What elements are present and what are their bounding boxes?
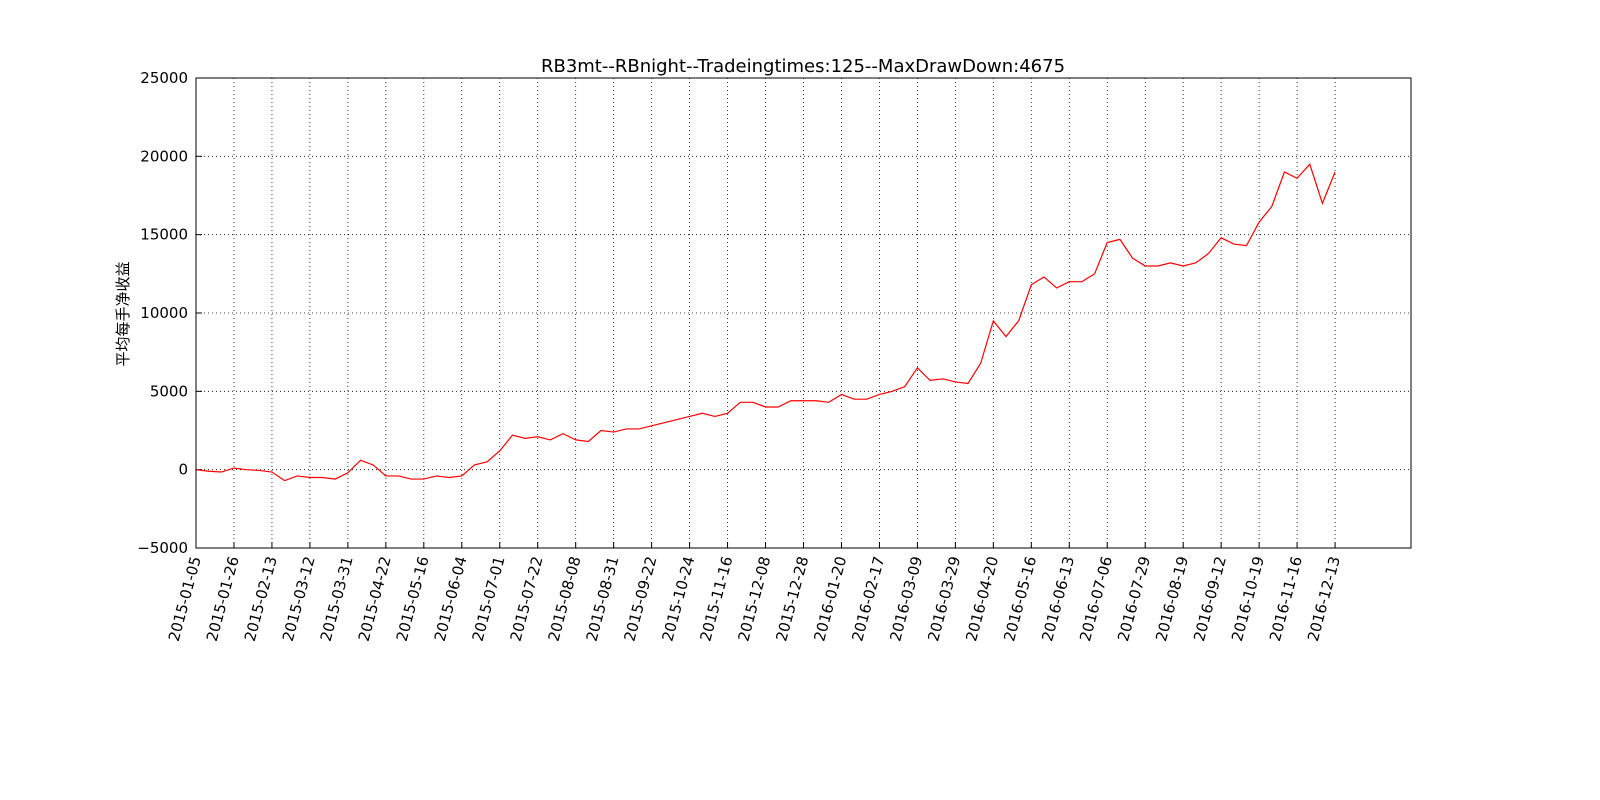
x-tick-label: 2016-03-29 bbox=[924, 554, 964, 643]
x-tick-label: 2015-02-13 bbox=[241, 554, 281, 643]
plot-frame bbox=[195, 77, 1412, 549]
y-axis-label: 平均每手净收益 bbox=[114, 261, 132, 366]
x-tick-label: 2015-07-22 bbox=[507, 554, 547, 643]
x-tick-label: 2015-12-28 bbox=[772, 554, 812, 643]
x-tick-label: 2015-01-26 bbox=[203, 554, 243, 643]
y-tick-label: 15000 bbox=[140, 226, 188, 244]
y-tick-label: −5000 bbox=[137, 539, 188, 557]
x-tick-label: 2016-09-12 bbox=[1190, 554, 1230, 643]
x-tick-label: 2015-11-16 bbox=[696, 554, 736, 643]
x-tick-label: 2015-10-24 bbox=[659, 554, 699, 643]
x-tick-label: 2015-04-22 bbox=[355, 554, 395, 643]
chart-title: RB3mt--RBnight--Tradeingtimes:125--MaxDr… bbox=[541, 56, 1065, 77]
x-tick-label: 2015-03-12 bbox=[279, 554, 319, 643]
line-series bbox=[195, 162, 1336, 482]
x-tick-label: 2015-08-08 bbox=[545, 554, 585, 643]
x-tick-label: 2016-07-29 bbox=[1114, 554, 1154, 643]
y-tick-label: 25000 bbox=[140, 69, 188, 87]
y-tick-label: 0 bbox=[178, 461, 188, 479]
y-tick-label: 10000 bbox=[140, 304, 188, 322]
x-tick-label: 2016-02-17 bbox=[848, 554, 888, 643]
x-tick-label: 2015-09-22 bbox=[621, 554, 661, 643]
x-tick-label: 2016-04-20 bbox=[962, 554, 1002, 643]
x-tick-label: 2015-07-01 bbox=[469, 554, 509, 643]
x-tick-label: 2015-06-04 bbox=[431, 554, 471, 643]
y-tick-label: 20000 bbox=[140, 147, 188, 165]
x-tick-label: 2016-06-13 bbox=[1038, 554, 1078, 643]
x-tick-label: 2016-11-16 bbox=[1266, 554, 1306, 643]
x-tick-label: 2016-12-13 bbox=[1304, 554, 1344, 643]
x-tick-label: 2016-03-09 bbox=[886, 554, 926, 643]
x-tick-label: 2015-12-08 bbox=[734, 554, 774, 643]
x-tick-label: 2016-05-16 bbox=[1000, 554, 1040, 643]
x-tick-label: 2015-03-31 bbox=[317, 554, 357, 643]
x-tick-label: 2016-08-19 bbox=[1152, 554, 1192, 643]
x-tick-label: 2015-05-16 bbox=[393, 554, 433, 643]
x-tick-label: 2015-08-31 bbox=[583, 554, 623, 643]
x-tick-label: 2016-10-19 bbox=[1228, 554, 1268, 643]
x-tick-label: 2015-01-05 bbox=[165, 554, 205, 643]
x-tick-label: 2016-07-06 bbox=[1076, 554, 1116, 643]
x-tick-label: 2016-01-20 bbox=[810, 554, 850, 643]
y-tick-label: 5000 bbox=[150, 382, 188, 400]
